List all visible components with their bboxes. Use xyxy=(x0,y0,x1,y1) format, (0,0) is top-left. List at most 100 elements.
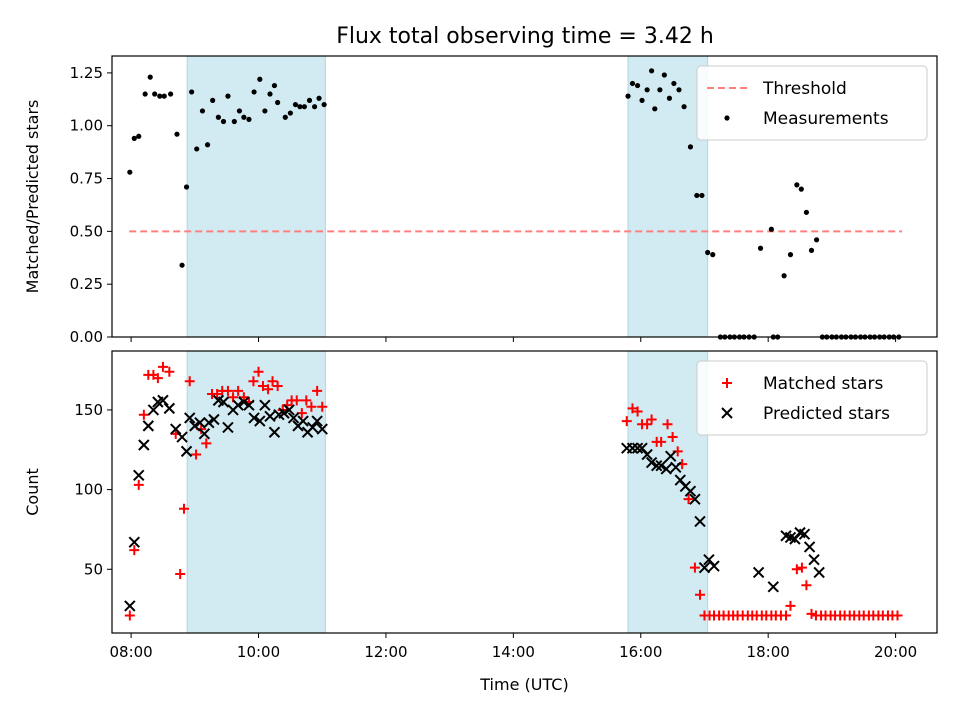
matched-point xyxy=(301,395,312,406)
data-point xyxy=(220,118,227,125)
data-point xyxy=(634,82,641,89)
legend-box xyxy=(696,360,928,436)
predicted-point xyxy=(660,463,672,475)
data-point xyxy=(183,184,190,190)
predicted-point xyxy=(208,413,220,426)
data-point xyxy=(661,72,667,78)
matched-point xyxy=(796,562,807,573)
data-point xyxy=(136,133,142,139)
predicted-point xyxy=(297,415,309,427)
x-tick-label: 16:00 xyxy=(619,643,662,661)
data-point xyxy=(262,108,268,114)
ratio-panel: 0.00 0.25 0.50 0.75 1.00 1.25 Matched/Predict… xyxy=(23,55,938,346)
data-point xyxy=(127,169,133,175)
y-tick-label: 150 xyxy=(74,401,103,419)
predicted-point xyxy=(169,423,182,435)
predicted-point xyxy=(254,415,266,427)
data-point xyxy=(699,192,705,199)
ratio-x-axis-ticks xyxy=(130,337,897,342)
predicted-point xyxy=(217,396,230,408)
data-point xyxy=(666,95,673,101)
data-point xyxy=(316,95,322,101)
matched-point xyxy=(253,366,264,377)
x-tick-label: 20:00 xyxy=(874,643,917,661)
data-point xyxy=(297,104,303,110)
matched-point xyxy=(627,403,638,414)
matched-point xyxy=(291,395,302,406)
matched-point xyxy=(695,589,706,600)
ratio-plot-frame xyxy=(111,55,938,338)
matched-point xyxy=(667,432,678,443)
data-point xyxy=(803,209,810,215)
predicted-point xyxy=(259,399,271,411)
predicted-point xyxy=(184,412,196,424)
y-tick-label: 1.25 xyxy=(70,64,103,82)
matched-point xyxy=(184,376,195,387)
data-point xyxy=(625,93,631,99)
predicted-point xyxy=(238,396,250,408)
data-point xyxy=(781,273,787,279)
predicted-point xyxy=(813,566,825,579)
matched-point xyxy=(164,366,175,377)
data-point xyxy=(671,80,677,87)
matched-point xyxy=(632,406,643,417)
matched-point xyxy=(892,610,903,621)
matched-point xyxy=(642,419,653,430)
x-axis-label: Time (UTC) xyxy=(479,675,568,694)
legend-marker-swatch xyxy=(721,407,733,419)
predicted-point xyxy=(142,420,155,432)
ratio-legend: Threshold Measurements xyxy=(696,65,928,141)
data-point xyxy=(710,252,716,258)
data-point xyxy=(681,104,687,110)
legend-label: Measurements xyxy=(763,109,889,129)
data-point xyxy=(794,182,800,188)
data-point xyxy=(241,114,247,120)
data-point xyxy=(267,91,273,97)
x-tick-label: 18:00 xyxy=(747,643,790,661)
matched-point xyxy=(157,361,168,372)
x-tick-label: 10:00 xyxy=(237,643,280,661)
predicted-point xyxy=(316,423,328,435)
predicted-point xyxy=(698,561,711,574)
data-point xyxy=(676,87,682,93)
observation-window xyxy=(627,350,709,634)
matched-point xyxy=(317,401,328,412)
predicted-point xyxy=(626,442,639,454)
data-point xyxy=(652,106,658,112)
y-tick-label: 1.00 xyxy=(70,117,103,135)
matched-point xyxy=(152,373,163,384)
x-tick-label: 14:00 xyxy=(492,643,535,661)
matched-point xyxy=(306,401,317,412)
matched-point xyxy=(785,600,796,611)
x-tick-label: 08:00 xyxy=(109,643,152,661)
legend-marker-swatch xyxy=(724,115,730,121)
y-tick-label: 100 xyxy=(74,481,103,499)
predicted-point xyxy=(189,420,201,432)
data-point xyxy=(321,101,327,108)
data-point xyxy=(210,97,216,103)
matched-point xyxy=(263,384,274,395)
ratio-y-axis-ticks: 0.00 0.25 0.50 0.75 1.00 1.25 xyxy=(70,64,112,346)
predicted-point xyxy=(694,515,706,528)
predicted-point xyxy=(631,442,644,454)
data-point xyxy=(251,89,257,95)
matched-point xyxy=(689,562,700,573)
data-point xyxy=(639,97,645,103)
matched-point xyxy=(138,409,149,420)
x-tick-label: 12:00 xyxy=(364,643,407,661)
time-x-axis-ticks: 08:00 10:00 12:00 14:00 16:00 18:00 20:00 xyxy=(109,633,917,661)
predicted-point xyxy=(670,461,682,474)
matched-point xyxy=(683,494,694,505)
matched-point xyxy=(129,545,140,556)
data-point xyxy=(215,114,221,120)
count-points xyxy=(124,361,903,621)
count-panel: 50 100 150 08:00 10:00 12:00 14:00 16:00 18:00 2… xyxy=(23,350,938,694)
data-point xyxy=(161,93,167,99)
matched-point xyxy=(791,564,802,575)
data-point xyxy=(301,104,307,110)
legend-label: Predicted stars xyxy=(763,404,890,424)
predicted-point xyxy=(203,416,215,429)
matched-point xyxy=(248,376,259,387)
data-point xyxy=(287,110,293,116)
